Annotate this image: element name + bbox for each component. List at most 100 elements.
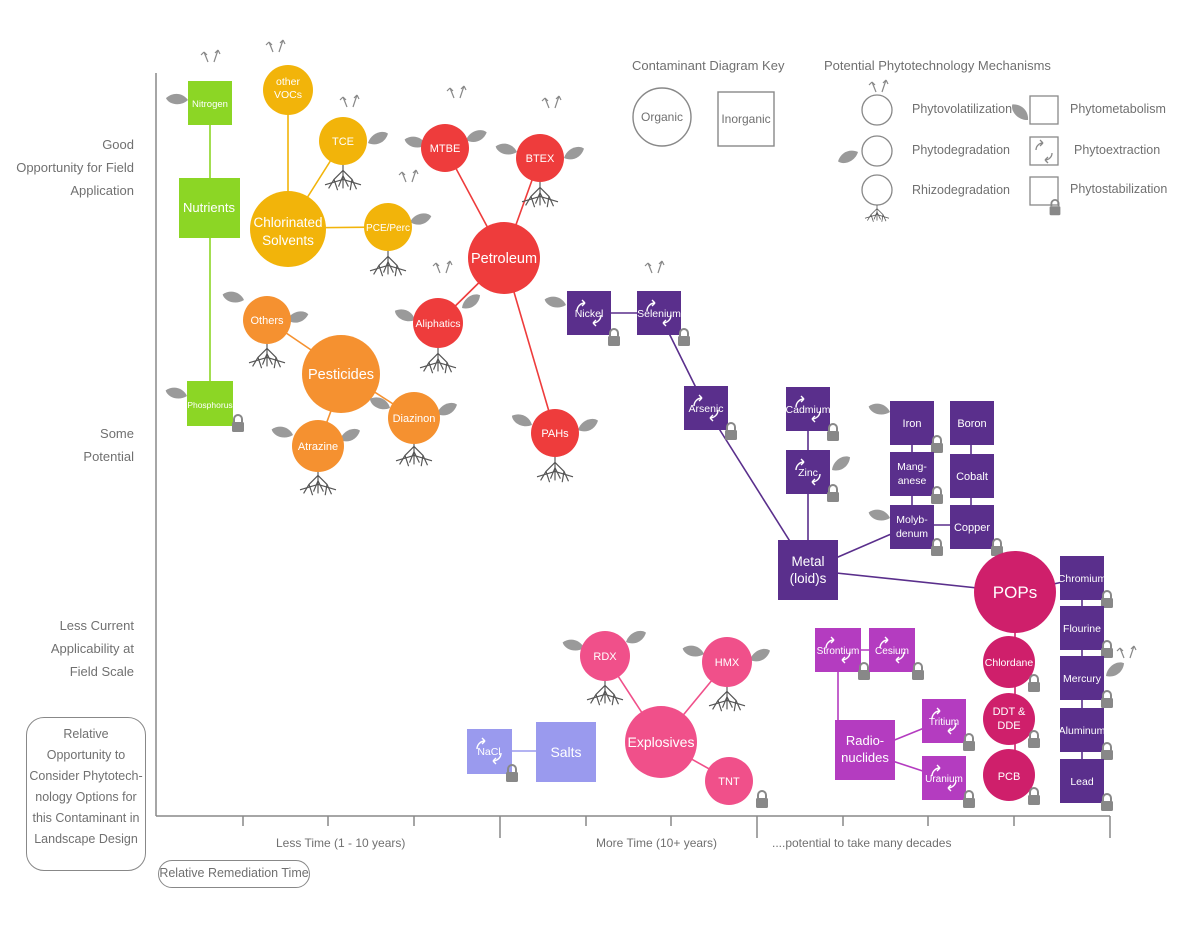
svg-text:Copper: Copper [954, 522, 990, 534]
svg-text:Tritium: Tritium [929, 717, 959, 728]
node-pahs: PAHs [509, 409, 601, 483]
chlorinated-l2: Solvents [262, 233, 314, 248]
svg-text:Strontium: Strontium [817, 646, 860, 657]
manganese-l1: Mang- [897, 461, 927, 473]
node-ddt: DDT & DDE [983, 693, 1041, 749]
mechanisms-title: Potential Phytotechnology Mechanisms [824, 58, 1051, 73]
svg-text:Flourine: Flourine [1063, 623, 1101, 635]
svg-text:DDT &DDE: DDT & DDE [993, 706, 1026, 732]
node-aluminum: Aluminum [1059, 708, 1114, 761]
svg-text:Aluminum: Aluminum [1059, 725, 1106, 737]
node-mercury: Mercury [1060, 645, 1137, 709]
other-vocs-line: VOCs [274, 89, 302, 101]
svg-text:Pesticides: Pesticides [308, 367, 374, 383]
svg-text:Mercury: Mercury [1063, 673, 1102, 685]
node-chlordane: Chlordane [983, 636, 1041, 693]
node-cesium: Cesium [869, 628, 925, 681]
ddt-l2: DDE [997, 720, 1020, 732]
svg-text:Arsenic: Arsenic [688, 403, 723, 415]
node-pesticides: Pesticides [302, 335, 380, 413]
y-axis-title-box: Relative Opportunity to Consider Phytote… [26, 717, 146, 871]
key-title: Contaminant Diagram Key [632, 58, 785, 73]
svg-text:Lead: Lead [1070, 776, 1094, 788]
node-copper: Copper [950, 505, 1004, 557]
manganese-l2: anese [898, 475, 927, 487]
svg-text:Uranium: Uranium [925, 774, 963, 785]
legend-phytostabilization-icon [1029, 176, 1062, 217]
key-inorganic-label: Inorganic [721, 112, 770, 126]
node-pops: POPs [974, 551, 1056, 633]
node-iron: Iron [867, 400, 944, 454]
svg-text:Mang-anese: Mang-anese [897, 461, 927, 487]
node-metals: Metal (loid)s [778, 540, 838, 600]
radionuclides-l2: nuclides [841, 750, 889, 765]
svg-text:TCE: TCE [332, 136, 354, 148]
legend-phytostabilization: Phytostabilization [1070, 182, 1168, 196]
key-inorganic-square [717, 91, 775, 147]
node-pce-perc: PCE/Perc [364, 169, 433, 277]
legend-phytovolatilization-icon [861, 79, 893, 126]
node-mtbe: MTBE [403, 85, 489, 172]
ddt-l1: DDT & [993, 706, 1026, 718]
svg-text:Cesium: Cesium [875, 646, 909, 657]
node-explosives: Explosives [625, 706, 697, 778]
svg-text:Petroleum: Petroleum [471, 251, 537, 267]
node-aliphatics: Aliphatics [392, 260, 484, 374]
node-flourine: Flourine [1060, 606, 1114, 659]
node-chlorinated-solvents: Chlorinated Solvents [250, 191, 326, 267]
svg-text:MTBE: MTBE [430, 143, 461, 155]
node-cadmium: Cadmium [786, 387, 840, 442]
legend-rhizodegradation: Rhizodegradation [912, 183, 1010, 197]
node-other-vocs: other VOCs [263, 39, 313, 115]
node-arsenic: Arsenic [684, 386, 738, 441]
y-label-less: Less Current Applicability at Field Scal… [50, 618, 134, 679]
svg-text:Cobalt: Cobalt [956, 471, 988, 483]
node-salts: Salts [536, 722, 596, 782]
node-radionuclides: Radio-nuclides [835, 720, 895, 780]
node-nutrients: Nutrients [179, 178, 240, 238]
legend-phytometabolism: Phytometabolism [1070, 102, 1166, 116]
y-label-good: Good Opportunity for Field Application [16, 137, 134, 198]
molybdenum-l1: Molyb- [896, 514, 928, 526]
node-lead: Lead [1060, 759, 1114, 812]
svg-text:Others: Others [250, 315, 284, 327]
svg-text:Explosives: Explosives [628, 734, 695, 750]
legend-phytoextraction-icon [1029, 136, 1059, 166]
node-nickel: Nickel [543, 291, 621, 347]
node-atrazine: Atrazine [270, 420, 363, 496]
svg-text:PAHs: PAHs [541, 428, 569, 440]
node-nacl: NaCl [467, 729, 519, 783]
svg-text:Nickel: Nickel [575, 308, 604, 320]
svg-text:TNT: TNT [718, 776, 740, 788]
node-tritium: Tritium [922, 699, 976, 752]
radionuclides-l1: Radio- [846, 733, 884, 748]
svg-text:Cadmium: Cadmium [786, 404, 831, 416]
node-tnt: TNT [705, 757, 769, 809]
svg-text:Chromium: Chromium [1058, 573, 1107, 585]
svg-text:Metal(loid)s: Metal (loid)s [790, 554, 827, 586]
node-tce: TCE [319, 94, 391, 191]
x-axis-title-box: Relative Remediation Time [158, 860, 310, 888]
node-nitrogen: Nitrogen [165, 49, 232, 125]
x-label-less-time: Less Time (1 - 10 years) [276, 836, 406, 850]
metals-l2: (loid)s [790, 571, 827, 586]
node-chromium: Chromium [1058, 556, 1114, 609]
svg-text:PCB: PCB [998, 771, 1021, 783]
other-vocs-line: other [276, 76, 300, 88]
svg-text:BTEX: BTEX [526, 153, 555, 165]
svg-text:Molyb-denum: Molyb-denum [896, 514, 928, 540]
metals-l1: Metal [791, 554, 824, 569]
svg-text:Radio-nuclides: Radio-nuclides [841, 733, 889, 765]
svg-text:Boron: Boron [957, 418, 986, 430]
legend-rhizodegradation-icon [861, 174, 893, 223]
svg-text:Chlordane: Chlordane [985, 657, 1034, 669]
node-hmx: HMX [681, 637, 773, 712]
node-molybdenum: Molyb-denum [867, 505, 944, 557]
svg-text:Diazinon: Diazinon [393, 413, 436, 425]
svg-text:Salts: Salts [550, 744, 581, 760]
node-strontium: Strontium [815, 628, 871, 681]
x-label-decades: ....potential to take many decades [772, 836, 952, 850]
svg-text:Selenium: Selenium [637, 308, 681, 320]
svg-text:POPs: POPs [993, 583, 1037, 602]
